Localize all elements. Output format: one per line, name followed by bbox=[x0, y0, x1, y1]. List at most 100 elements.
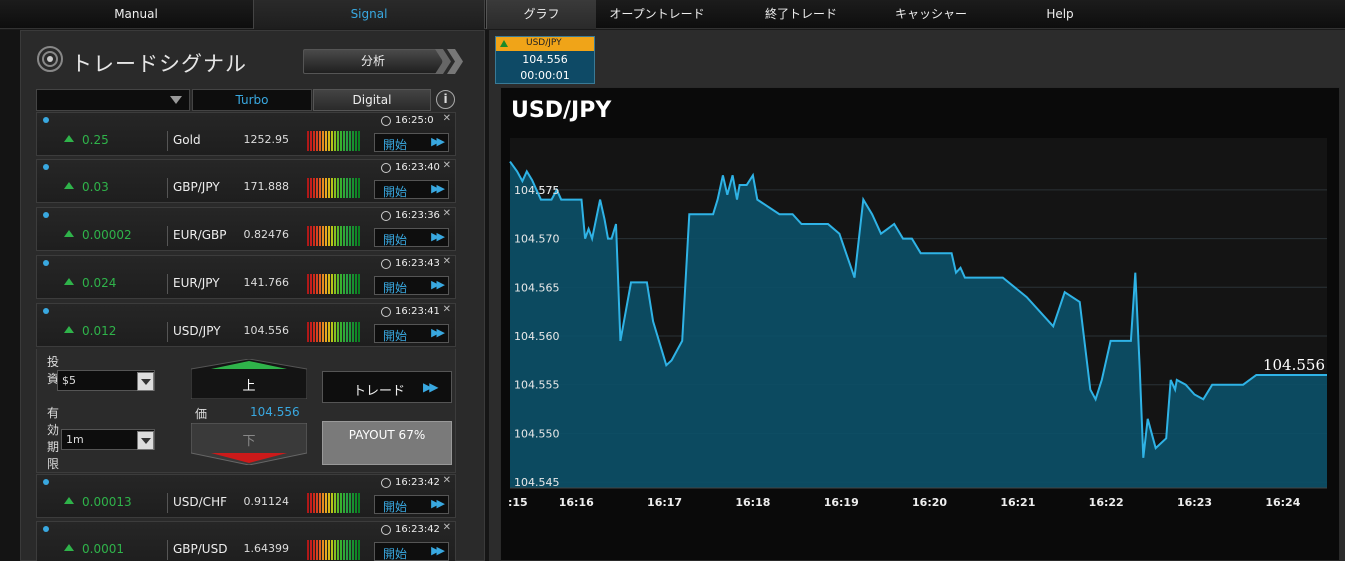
start-button[interactable]: 開始 ▶▶ bbox=[374, 495, 449, 514]
close-icon[interactable]: ✕ bbox=[442, 475, 451, 486]
double-chevron-right-icon: ▶▶ bbox=[431, 230, 445, 243]
close-icon[interactable]: ✕ bbox=[442, 160, 451, 171]
start-button[interactable]: 開始 ▶▶ bbox=[374, 276, 449, 295]
signal-price: 1252.95 bbox=[243, 133, 290, 146]
signal-price: 0.91124 bbox=[243, 495, 290, 508]
signal-symbol: Gold bbox=[173, 133, 201, 147]
tab-help[interactable]: Help bbox=[1046, 7, 1074, 21]
x-tick-label: 16:21 bbox=[1000, 496, 1035, 509]
close-icon[interactable]: ✕ bbox=[442, 113, 451, 124]
divider bbox=[167, 178, 168, 198]
tab-manual[interactable]: Manual bbox=[114, 7, 158, 21]
invest-input[interactable]: $5 bbox=[57, 370, 155, 391]
close-icon[interactable]: ✕ bbox=[442, 208, 451, 219]
x-tick-label: 16:20 bbox=[912, 496, 947, 509]
signal-dot-icon bbox=[43, 526, 49, 532]
start-button-label: 開始 bbox=[383, 138, 408, 152]
signal-row: ✕ 16:23:43 0.024 EUR/JPY 141.766 開始 ▶▶ bbox=[36, 255, 456, 299]
invest-dropdown[interactable] bbox=[137, 372, 154, 391]
divider bbox=[167, 274, 168, 294]
signal-symbol: USD/CHF bbox=[173, 495, 227, 509]
analyze-button[interactable]: 分析 bbox=[303, 49, 443, 74]
signal-symbol: USD/JPY bbox=[173, 324, 221, 338]
double-chevron-right-icon: ▶▶ bbox=[431, 278, 445, 291]
filter-turbo-tab[interactable]: Turbo bbox=[192, 89, 312, 111]
signal-time: 16:23:43 bbox=[395, 258, 440, 269]
signal-time: 16:25:0 bbox=[395, 115, 434, 126]
asset-filter-select[interactable] bbox=[36, 89, 190, 111]
y-tick-label: 104.550 bbox=[514, 427, 560, 440]
x-tick-label: 16:17 bbox=[647, 496, 682, 509]
tab-open-trades[interactable]: オープントレード bbox=[609, 7, 705, 21]
start-button[interactable]: 開始 ▶▶ bbox=[374, 228, 449, 247]
info-icon[interactable]: i bbox=[436, 90, 455, 109]
signals-panel: トレードシグナル 分析 Turbo Digital i ✕ 16:25:0 0.… bbox=[20, 30, 485, 561]
clock-icon bbox=[381, 211, 391, 221]
signal-price: 104.556 bbox=[243, 324, 290, 337]
signal-change: 0.25 bbox=[82, 133, 109, 147]
start-button[interactable]: 開始 ▶▶ bbox=[374, 133, 449, 152]
put-down-button[interactable]: 下 bbox=[191, 423, 307, 465]
y-tick-label: 104.555 bbox=[514, 379, 560, 392]
mini-ticker-tab[interactable]: USD/JPY 104.556 00:00:01 bbox=[495, 36, 595, 84]
call-up-button[interactable]: 上 bbox=[191, 359, 307, 399]
trade-button[interactable]: トレード ▶▶ bbox=[322, 371, 452, 403]
tab-closed-trades[interactable]: 終了トレード bbox=[764, 7, 837, 21]
arrow-up-icon bbox=[64, 544, 74, 551]
y-tick-label: 104.570 bbox=[514, 233, 560, 246]
signal-time: 16:23:40 bbox=[395, 162, 440, 173]
signal-dot-icon bbox=[43, 308, 49, 314]
x-tick-label: 16:22 bbox=[1089, 496, 1124, 509]
signal-symbol: GBP/USD bbox=[173, 542, 228, 556]
start-button[interactable]: 開始 ▶▶ bbox=[374, 542, 449, 561]
down-arrow-icon bbox=[191, 423, 307, 465]
close-icon[interactable]: ✕ bbox=[442, 256, 451, 267]
chevron-right-icon[interactable] bbox=[435, 49, 467, 74]
arrow-up-icon bbox=[64, 497, 74, 504]
double-chevron-right-icon: ▶▶ bbox=[431, 182, 445, 195]
strength-meter-icon bbox=[307, 540, 363, 560]
divider bbox=[167, 540, 168, 560]
start-button[interactable]: 開始 ▶▶ bbox=[374, 180, 449, 199]
tab-signal[interactable]: Signal bbox=[253, 0, 485, 29]
start-button-label: 開始 bbox=[383, 281, 408, 295]
price-chart[interactable]: USD/JPY 104.575104.570104.565104.560104.… bbox=[500, 87, 1340, 561]
top-nav: Manual Signal グラフ オープントレード 終了トレード キャッシャー… bbox=[0, 0, 1345, 29]
arrow-up-icon bbox=[500, 40, 508, 47]
double-chevron-right-icon: ▶▶ bbox=[431, 497, 445, 510]
signal-time: 16:23:36 bbox=[395, 210, 440, 221]
strength-meter-icon bbox=[307, 322, 363, 342]
arrow-up-icon bbox=[64, 135, 74, 142]
price-line bbox=[509, 161, 1327, 458]
y-tick-label: 104.560 bbox=[514, 330, 560, 343]
signal-row: ✕ 16:23:42 0.0001 GBP/USD 1.64399 開始 ▶▶ bbox=[36, 521, 456, 561]
signal-dot-icon bbox=[43, 479, 49, 485]
signals-header: トレードシグナル 分析 bbox=[21, 31, 484, 89]
signal-change: 0.00002 bbox=[82, 228, 132, 242]
signal-row: ✕ 16:23:42 0.00013 USD/CHF 0.91124 開始 ▶▶ bbox=[36, 474, 456, 518]
double-chevron-right-icon: ▶▶ bbox=[431, 544, 445, 557]
tab-cashier[interactable]: キャッシャー bbox=[894, 7, 967, 21]
close-icon[interactable]: ✕ bbox=[442, 304, 451, 315]
tab-graph[interactable]: グラフ bbox=[486, 0, 596, 29]
y-tick-label: 104.565 bbox=[514, 281, 560, 294]
x-tick-label: :15 bbox=[508, 496, 528, 509]
signal-time: 16:23:42 bbox=[395, 524, 440, 535]
filter-digital-tab[interactable]: Digital bbox=[313, 89, 431, 111]
price-label: 価 bbox=[195, 407, 208, 421]
start-button[interactable]: 開始 ▶▶ bbox=[374, 324, 449, 343]
double-chevron-right-icon: ▶▶ bbox=[423, 380, 439, 394]
mini-ticker-symbol: USD/JPY bbox=[526, 38, 562, 48]
close-icon[interactable]: ✕ bbox=[442, 522, 451, 533]
filter-row: Turbo Digital i bbox=[36, 89, 478, 111]
clock-icon bbox=[381, 116, 391, 126]
expiry-input[interactable]: 1m bbox=[61, 429, 155, 450]
strength-meter-icon bbox=[307, 226, 363, 246]
mini-ticker-price: 104.556 bbox=[522, 53, 568, 66]
clock-icon bbox=[381, 307, 391, 317]
price-value: 104.556 bbox=[250, 405, 300, 419]
clock-icon bbox=[381, 525, 391, 535]
double-chevron-right-icon: ▶▶ bbox=[431, 326, 445, 339]
expiry-dropdown[interactable] bbox=[137, 431, 154, 450]
